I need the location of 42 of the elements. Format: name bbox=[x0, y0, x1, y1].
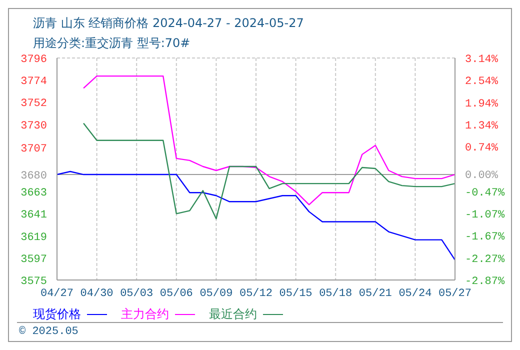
x-tick-label: 05/24 bbox=[398, 288, 432, 300]
y2-tick-label: 1.34% bbox=[465, 120, 498, 132]
y2-tick-label: -1.07% bbox=[465, 210, 506, 222]
y2-tick-label: -0.47% bbox=[465, 187, 506, 200]
x-tick-label: 05/09 bbox=[200, 288, 233, 300]
line-series bbox=[82, 75, 455, 206]
legend-label: 主力合约 bbox=[121, 306, 170, 323]
y-tick-label: 3796 bbox=[20, 54, 47, 66]
y-tick-label: 3597 bbox=[20, 254, 47, 266]
y-tick-label: 3774 bbox=[20, 76, 48, 88]
x-tick-label: 05/18 bbox=[319, 288, 352, 300]
x-tick-label: 05/21 bbox=[358, 288, 392, 300]
y2-tick-label: -1.67% bbox=[465, 232, 506, 244]
x-tick-label: 05/03 bbox=[120, 288, 154, 300]
x-tick-label: 04/30 bbox=[80, 288, 114, 300]
y-tick-label: 3575 bbox=[20, 276, 47, 288]
x-tick-label: 04/27 bbox=[40, 288, 74, 300]
x-tick-label: 05/06 bbox=[160, 288, 193, 300]
y-tick-label: 3707 bbox=[20, 143, 47, 156]
legend-label: 最近合约 bbox=[209, 306, 258, 323]
legend-label: 现货价格 bbox=[33, 306, 82, 323]
y-tick-label: 3752 bbox=[20, 98, 47, 110]
x-tick-label: 05/27 bbox=[438, 288, 472, 300]
line-series bbox=[57, 170, 455, 261]
y2-tick-label: -2.87% bbox=[465, 276, 506, 288]
y2-tick-label: 3.14% bbox=[465, 54, 498, 66]
y2-tick-label: 0.00% bbox=[465, 170, 498, 182]
y-tick-label: 3641 bbox=[20, 210, 48, 222]
line-series bbox=[82, 122, 455, 220]
text: © 2025.05 bbox=[19, 326, 78, 338]
y-tick-label: 3663 bbox=[20, 188, 47, 200]
y-tick-label: 3619 bbox=[20, 232, 47, 244]
y-tick-label: 3730 bbox=[20, 120, 47, 132]
x-tick-label: 05/15 bbox=[279, 288, 312, 300]
chart-title: 沥青 山东 经销商价格 2024-04-27 - 2024-05-27 bbox=[32, 15, 305, 32]
y2-tick-label: 2.54% bbox=[465, 76, 498, 88]
y2-tick-label: 0.74% bbox=[465, 142, 498, 155]
x-tick-label: 05/12 bbox=[239, 288, 273, 300]
y-tick-label: 3680 bbox=[20, 170, 47, 183]
y2-tick-label: -2.27% bbox=[465, 254, 506, 266]
y2-tick-label: 1.94% bbox=[465, 98, 498, 110]
chart-subtitle: 用途分类:重交沥青 型号:70# bbox=[32, 35, 192, 52]
